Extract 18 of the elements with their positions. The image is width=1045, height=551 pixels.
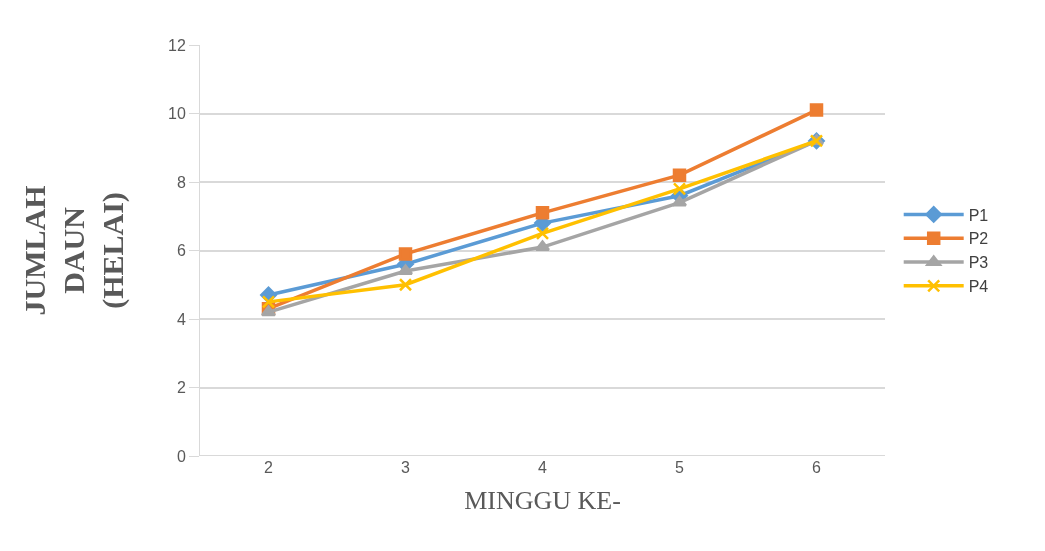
x-tick-label: 2	[264, 459, 274, 476]
y-axis-title: JUMLAH DAUN (HELAI)	[18, 185, 130, 316]
y-tick-label: 0	[176, 447, 186, 465]
x-tick-label: 6	[812, 459, 822, 476]
x-axis-title: MINGGU KE-	[464, 485, 621, 515]
y-tick-label: 8	[176, 173, 186, 191]
y-tick-label: 10	[168, 105, 186, 123]
y-tick-label: 6	[176, 242, 186, 260]
legend-label: P2	[968, 230, 989, 248]
y-tick-label: 12	[168, 36, 186, 54]
x-tick-label: 4	[538, 459, 548, 476]
legend-label: P4	[968, 278, 989, 296]
x-tick-label: 3	[401, 459, 411, 476]
y-tick-label: 2	[176, 379, 186, 397]
legend-label: P3	[968, 254, 989, 272]
legend-label: P1	[968, 206, 989, 224]
x-tick-label: 5	[675, 459, 685, 476]
y-tick-label: 4	[176, 310, 186, 328]
